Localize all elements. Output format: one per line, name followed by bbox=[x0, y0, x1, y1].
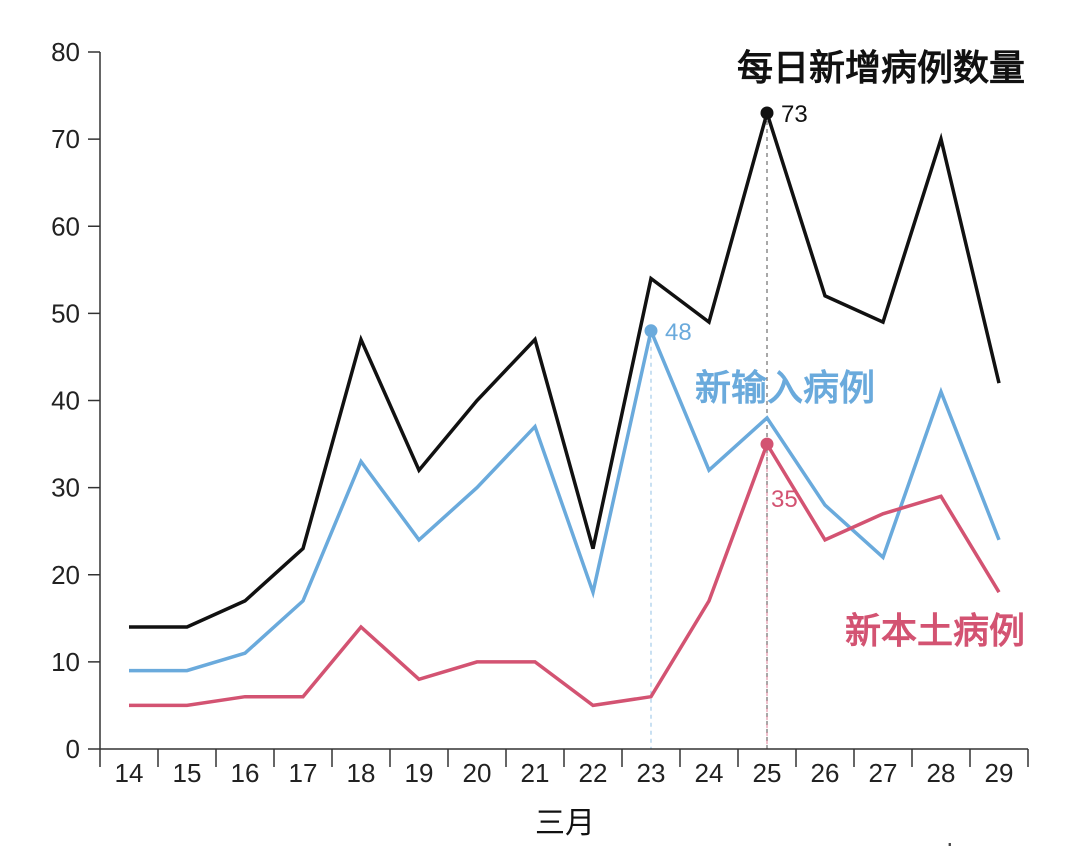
annotation-dot-imported bbox=[644, 324, 658, 338]
series-line-local bbox=[129, 440, 1001, 708]
y-tick-label: 20 bbox=[51, 560, 80, 590]
annotation-label-total: 73 bbox=[781, 101, 808, 128]
x-tick-label: 29 bbox=[985, 758, 1014, 788]
y-tick-label: 50 bbox=[51, 298, 80, 328]
x-tick-label: 18 bbox=[347, 758, 376, 788]
x-tick-label: 19 bbox=[405, 758, 434, 788]
annotation-label-local: 35 bbox=[771, 486, 798, 513]
chart-title: 每日新增病例数量 bbox=[737, 48, 1025, 89]
series-label-local: 新本土病例 bbox=[845, 611, 1025, 652]
y-tick-label: 0 bbox=[66, 734, 80, 764]
annotation-dot-local bbox=[760, 437, 774, 451]
annotation-dot-total bbox=[760, 106, 774, 120]
axes: 0 10 20 30 40 50 60 70 80 14 15 16 17 18 19 20 21 22 23 24 2… bbox=[51, 37, 1029, 788]
x-tick-label: 28 bbox=[927, 758, 956, 788]
series-line-imported bbox=[129, 325, 1001, 673]
series-lines bbox=[129, 106, 1001, 708]
annotation-label-imported: 48 bbox=[665, 319, 692, 346]
y-tick-label: 70 bbox=[51, 124, 80, 154]
series-label-imported: 新输入病例 bbox=[695, 368, 875, 409]
x-tick-label: 25 bbox=[753, 758, 782, 788]
guide-lines bbox=[650, 112, 768, 749]
y-tick-label: 10 bbox=[51, 647, 80, 677]
x-axis-title: 三月 bbox=[535, 806, 595, 841]
y-tick-label: 60 bbox=[51, 211, 80, 241]
x-tick-label: 21 bbox=[521, 758, 550, 788]
x-tick-label: 16 bbox=[231, 758, 260, 788]
x-tick-label: 23 bbox=[637, 758, 666, 788]
y-tick-label: 40 bbox=[51, 386, 80, 416]
y-tick-label: 30 bbox=[51, 473, 80, 503]
source-credit: zaobao.sg bbox=[905, 838, 1025, 846]
x-tick-label: 22 bbox=[579, 758, 608, 788]
x-tick-label: 17 bbox=[289, 758, 318, 788]
x-tick-label: 15 bbox=[173, 758, 202, 788]
x-tick-label: 27 bbox=[869, 758, 898, 788]
series-line-total bbox=[129, 106, 1001, 629]
x-tick-label: 26 bbox=[811, 758, 840, 788]
x-tick-label: 14 bbox=[115, 758, 144, 788]
annotation-markers: 73 48 35 bbox=[644, 101, 808, 513]
x-tick-label: 20 bbox=[463, 758, 492, 788]
x-tick-label: 24 bbox=[695, 758, 724, 788]
y-tick-label: 80 bbox=[51, 37, 80, 67]
